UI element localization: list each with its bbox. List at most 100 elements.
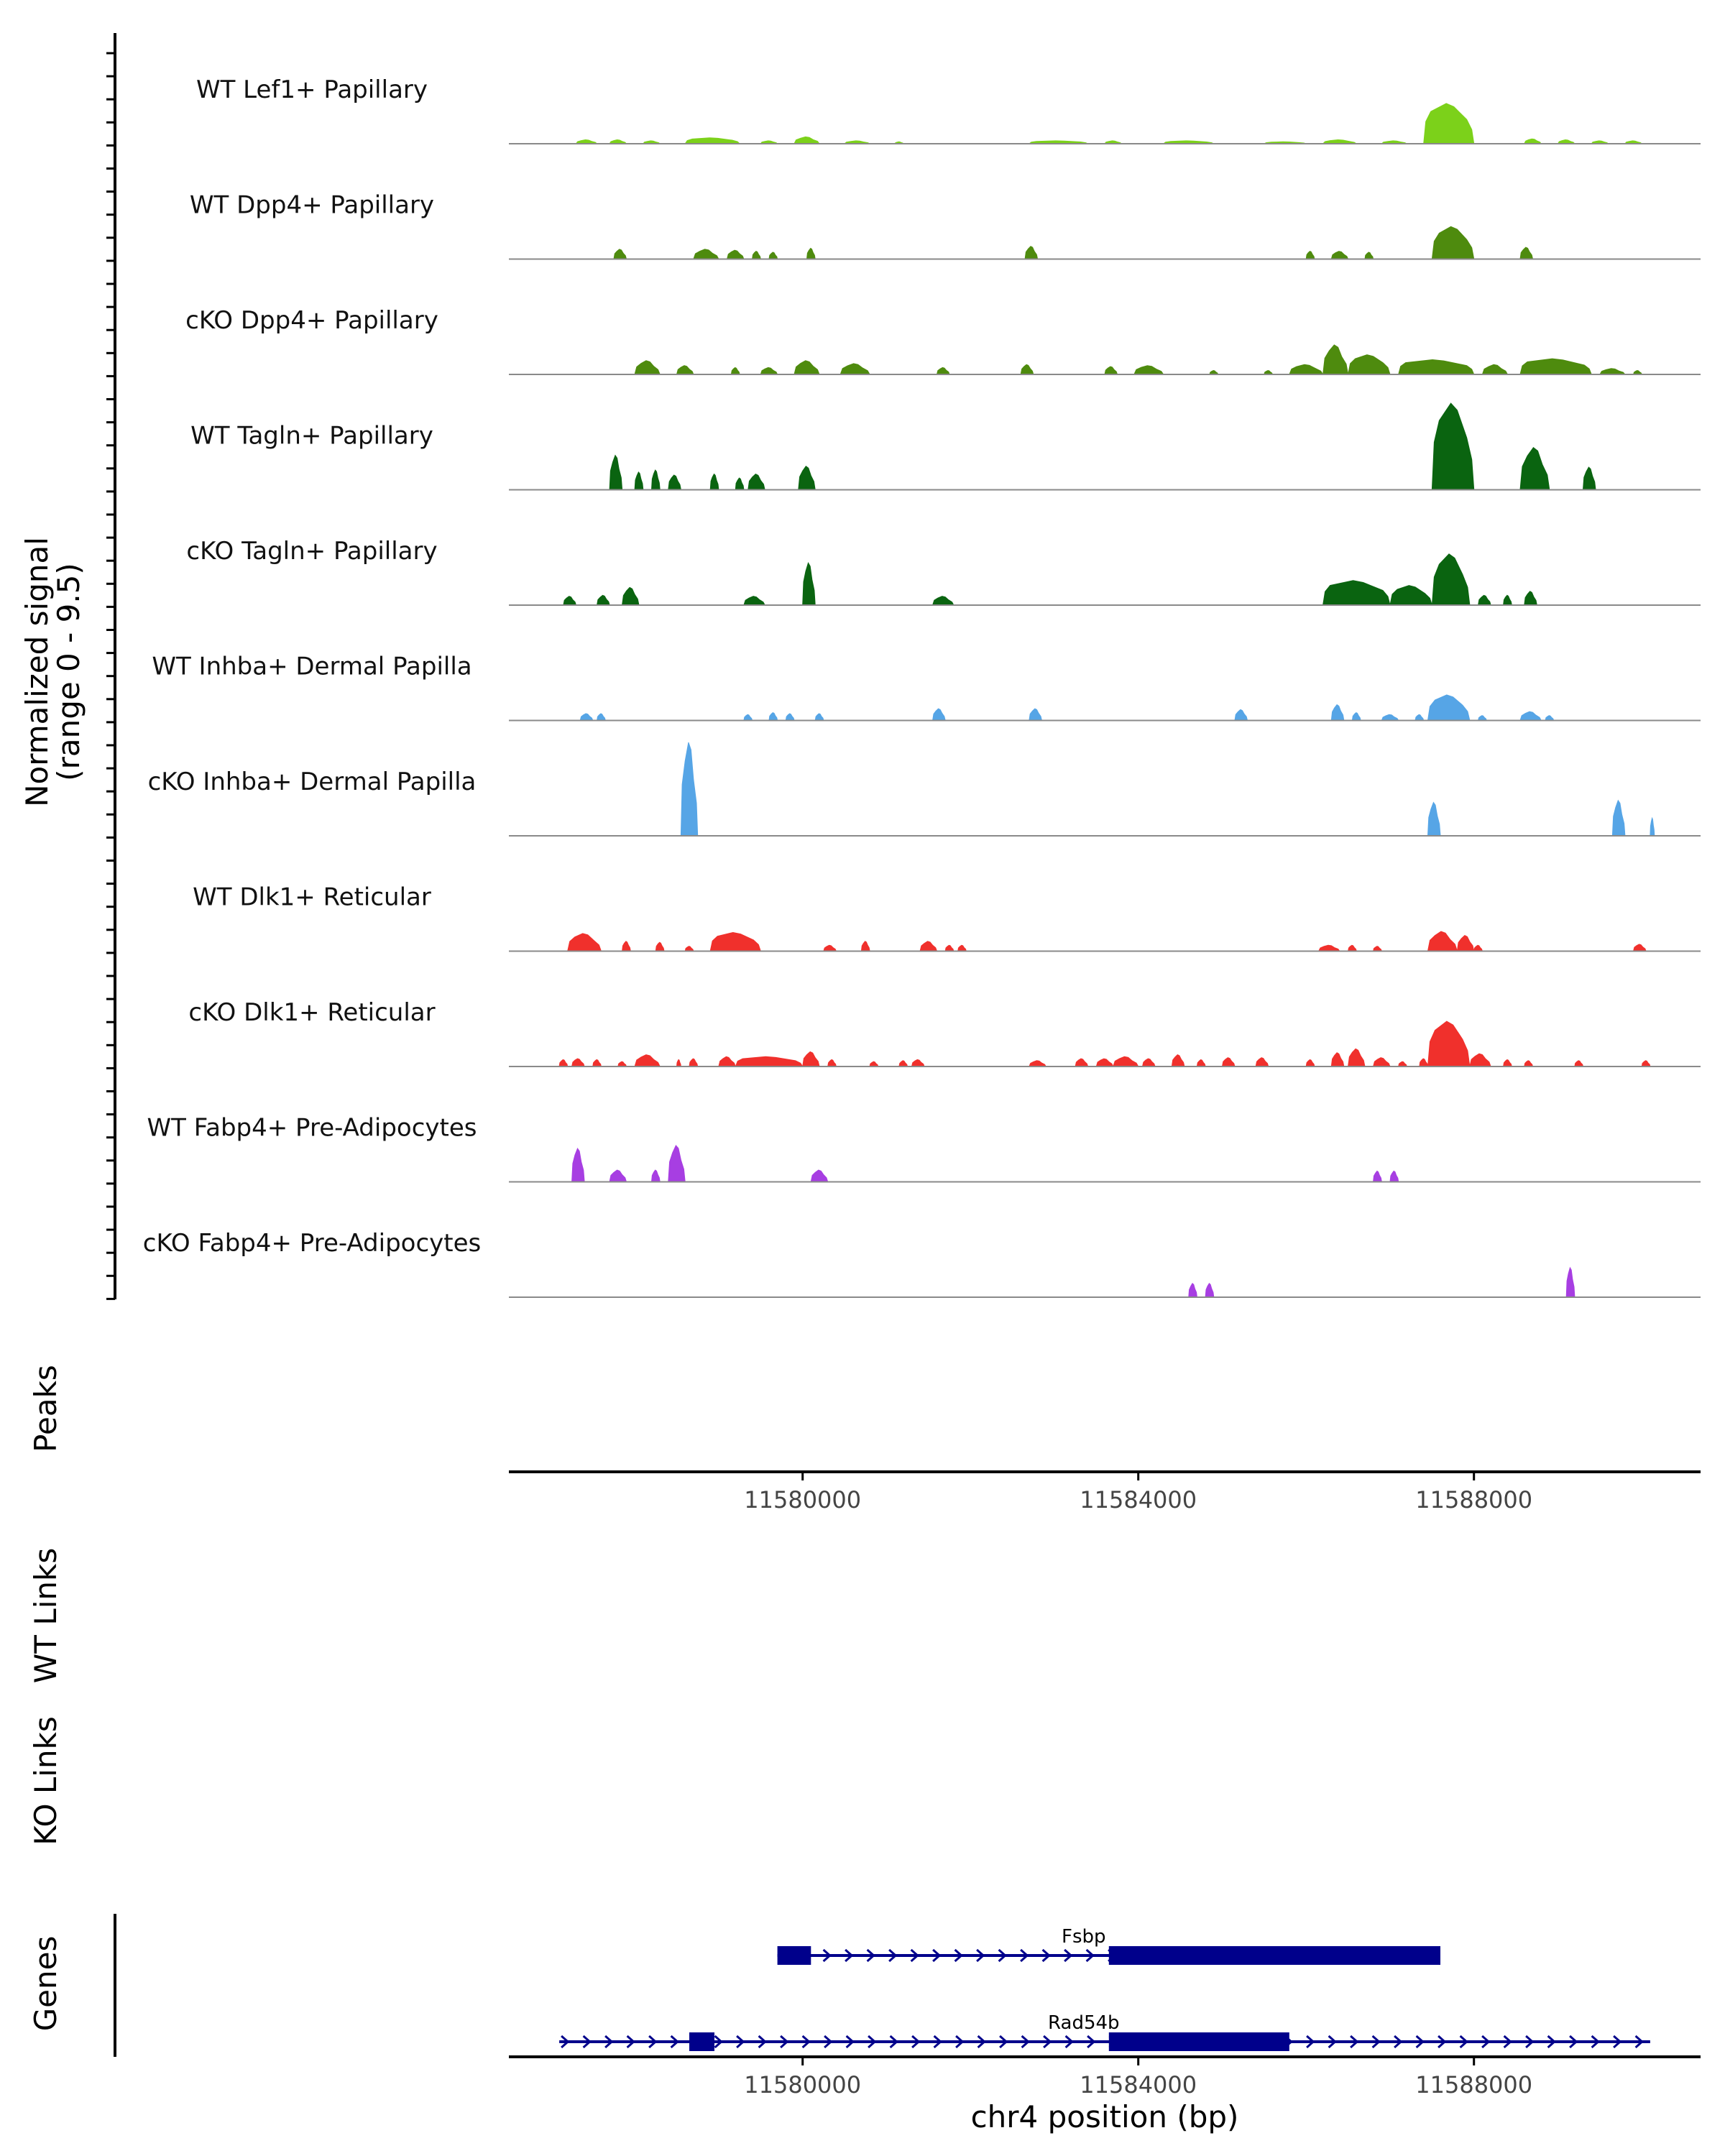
signal-peak: [634, 1054, 661, 1067]
signal-peak: [1347, 354, 1391, 375]
signal-peak: [676, 365, 694, 375]
signal-peak: [1234, 709, 1248, 721]
wt-links-title: WT Links: [28, 1548, 63, 1683]
gene-fsbp: Fsbp: [777, 1926, 1440, 1965]
strand-arrow: [1481, 2035, 1491, 2049]
strand-arrow: [1547, 2035, 1556, 2049]
track-baselines: [509, 143, 1701, 1298]
signal-peak: [1427, 694, 1471, 721]
signal-peak: [735, 1056, 804, 1067]
signal-peak: [919, 941, 938, 952]
signal-peak: [1330, 1052, 1345, 1067]
signal-peak: [571, 1147, 585, 1182]
signal-peak: [1431, 402, 1475, 490]
strand-arrow: [801, 2035, 811, 2049]
signal-peak: [1133, 365, 1164, 375]
strand-arrow: [889, 2035, 898, 2049]
strand-arrow: [866, 1948, 875, 1963]
strand-arrow: [868, 2035, 877, 2049]
signal-peak: [650, 469, 661, 490]
signal-peak: [768, 252, 778, 259]
signal-peak: [936, 367, 950, 375]
signal-peak: [1171, 1054, 1185, 1067]
track-label-cko-dpp4-papillary: cKO Dpp4+ Papillary: [185, 306, 438, 335]
signal-peak: [1095, 1058, 1114, 1067]
strand-arrow: [1503, 2035, 1512, 2049]
signal-peak: [1427, 801, 1441, 837]
strand-arrow: [1459, 2035, 1468, 2049]
signal-peak: [1104, 366, 1118, 375]
strand-arrow: [911, 2035, 921, 2049]
signal-peak: [1389, 1170, 1399, 1182]
strand-arrow: [910, 1948, 919, 1963]
track-cko-dlk1-reticular: [558, 1021, 1651, 1067]
track-label-wt-inhba-dermal-papilla: WT Inhba+ Dermal Papilla: [152, 653, 472, 681]
genes-label: Genes: [28, 1936, 63, 2032]
signal-peak: [1364, 252, 1374, 259]
strand-arrow: [648, 2035, 658, 2049]
genes-title: Genes: [28, 1936, 63, 2032]
signal-peak: [1632, 944, 1647, 952]
signal-peak: [634, 471, 644, 490]
signal-peak: [1029, 708, 1043, 721]
signal-peak: [802, 561, 816, 606]
signal-peak: [1024, 246, 1039, 259]
track-cko-fabp4-pre-adipocytes: [1188, 1266, 1576, 1298]
track-label-wt-lef1-papillary: WT Lef1+ Papillary: [196, 75, 428, 104]
signal-peak: [768, 712, 778, 721]
strand-arrow: [1085, 1948, 1095, 1963]
signal-peak: [668, 1144, 686, 1182]
strand-arrow: [933, 2035, 942, 2049]
signal-peak: [932, 596, 954, 606]
strand-arrow: [626, 2035, 635, 2049]
signal-peak: [676, 1059, 681, 1067]
signal-peak: [814, 713, 824, 721]
y-axis-title-line2: (range 0 - 9.5): [51, 563, 86, 781]
signal-peak: [827, 1059, 837, 1067]
wt-links-label: WT Links: [28, 1548, 63, 1683]
strand-arrow: [1306, 2035, 1315, 2049]
track-label-wt-dlk1-reticular: WT Dlk1+ Reticular: [193, 883, 431, 912]
strand-arrow: [1613, 2035, 1622, 2049]
track-cko-inhba-dermal-papilla: [680, 742, 1655, 837]
gene-rad54b: Rad54b: [559, 2012, 1650, 2051]
signal-peak: [1020, 364, 1034, 375]
gene-exon: [777, 1946, 811, 1965]
signal-peak: [932, 708, 946, 721]
strand-arrow: [1021, 2035, 1030, 2049]
strand-arrow: [561, 2035, 570, 2049]
signal-peak: [1519, 711, 1542, 721]
gene-name-label: Fsbp: [1062, 1926, 1106, 1948]
signal-peak: [1196, 1059, 1206, 1067]
signal-peak: [1423, 103, 1475, 144]
signal-peak: [1582, 466, 1596, 490]
track-label-cko-dlk1-reticular: cKO Dlk1+ Reticular: [188, 998, 435, 1027]
y-axis-title-line1: Normalized signal: [19, 537, 55, 807]
signal-peak: [1075, 1058, 1089, 1067]
signal-peak: [1305, 251, 1315, 259]
signal-peak: [1322, 580, 1391, 606]
gene-exon: [1108, 2032, 1289, 2051]
signal-peak: [1503, 1059, 1512, 1067]
strand-arrow: [1043, 2035, 1052, 2049]
peaks-title: Peaks: [28, 1365, 63, 1452]
gene-name-label: Rad54b: [1048, 2012, 1120, 2034]
signal-peak: [1373, 1170, 1382, 1182]
strand-arrow: [1438, 2035, 1447, 2049]
signal-peak: [1427, 931, 1458, 952]
signal-peak: [1478, 594, 1491, 606]
track-label-wt-dpp4-papillary: WT Dpp4+ Papillary: [190, 191, 434, 220]
signal-peak: [1611, 799, 1626, 837]
signal-peak: [794, 360, 820, 375]
strand-arrow: [932, 1948, 942, 1963]
gene-exon: [1108, 1946, 1440, 1965]
signal-peak: [597, 713, 606, 721]
signal-peak: [718, 1056, 737, 1067]
strand-arrow: [999, 2035, 1008, 2049]
signal-peak: [735, 477, 745, 490]
signal-peak: [1255, 1057, 1269, 1067]
signal-peak: [571, 1058, 585, 1067]
signal-peak: [1650, 816, 1655, 837]
